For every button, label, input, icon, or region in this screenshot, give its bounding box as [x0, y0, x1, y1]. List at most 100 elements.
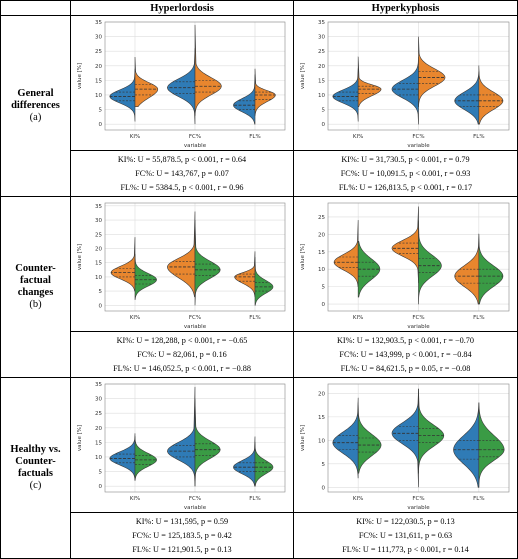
y-tick-label: 0: [99, 484, 103, 490]
stat-line: KI%: U = 31,730.5, p < 0.001, r = 0.79: [341, 154, 470, 164]
y-tick-label: 25: [95, 411, 102, 417]
violin-half-left: [391, 388, 419, 488]
violin-half-right: [194, 24, 222, 116]
violin-half-right: [134, 253, 157, 300]
y-axis-label: value [%]: [300, 425, 306, 451]
row-title-line: factual: [20, 275, 51, 286]
y-tick-label: 10: [318, 267, 325, 273]
violin-chart-b-left: 0 5 10 15 20 25 30 35 KI% FC% FL% variable value [%]: [77, 202, 286, 330]
violin-half-left: [167, 48, 196, 125]
row-title-line: differences: [11, 100, 60, 111]
violin-half-left: [109, 68, 136, 122]
x-axis-label: variable: [407, 143, 430, 149]
y-tick-label: 20: [318, 64, 325, 70]
row-title-line: General: [17, 88, 54, 99]
x-tick-label: FC%: [412, 315, 424, 321]
violin-chart-a-left: 0 5 10 15 20 25 30 35 KI% FC% FL% variable value [%]: [77, 20, 286, 149]
stat-line: FC%: U = 125,183.5, p = 0.42: [132, 530, 232, 540]
y-tick-label: 15: [95, 440, 102, 446]
violin-half-right: [194, 220, 221, 306]
violin-half-right: [418, 388, 445, 474]
y-tick-label: 10: [318, 93, 325, 99]
y-tick-label: 30: [95, 397, 102, 403]
stats-a-right: KI%: U = 31,730.5, p < 0.001, r = 0.79 F…: [293, 150, 518, 197]
y-tick-label: 35: [95, 382, 102, 388]
y-axis-label: value [%]: [77, 63, 83, 89]
y-tick-label: 25: [318, 49, 325, 55]
x-tick-label: FL%: [249, 134, 260, 140]
stat-line: KI%: U = 122,030.5, p = 0.13: [356, 516, 455, 526]
row-label-healthy-vs-counterfactuals: Healthy vs. Counter- factuals (c): [0, 377, 71, 559]
stat-line: FC%: U = 131,611, p = 0.63: [358, 530, 453, 540]
y-tick-label: 0: [322, 302, 326, 308]
y-axis-label: value [%]: [77, 244, 83, 270]
violin-half-right: [254, 442, 274, 487]
x-tick-label: FC%: [189, 496, 201, 502]
x-axis-label: variable: [184, 324, 207, 330]
y-tick-label: 25: [95, 232, 102, 238]
y-axis-label: value [%]: [300, 244, 306, 270]
y-tick-label: 35: [95, 20, 102, 26]
x-tick-label: KI%: [353, 315, 363, 321]
y-tick-label: 10: [318, 438, 325, 444]
y-tick-label: 0: [322, 485, 326, 491]
row-label-general-differences: General differences (a): [0, 15, 71, 197]
y-tick-label: 10: [95, 455, 102, 461]
y-tick-label: 15: [318, 78, 325, 84]
y-tick-label: 30: [95, 218, 102, 224]
row-label-counterfactual-changes: Counter- factual changes (b): [0, 196, 71, 378]
stats-b-right: KI%: U = 132,903.5, p < 0.001, r = −0.70…: [293, 331, 518, 378]
violin-half-left: [391, 206, 419, 284]
violin-chart-c-left: 0 5 10 15 20 25 30 35 KI% FC% FL% variable value [%]: [77, 382, 286, 511]
row-sublabel: (c): [29, 480, 42, 491]
x-tick-label: FC%: [412, 134, 424, 140]
violin-half-left: [109, 433, 136, 481]
x-tick-label: FC%: [412, 496, 424, 502]
stat-line: FL%: U = 126,813.5, p < 0.001, r = 0.17: [338, 182, 473, 192]
violin-half-left: [167, 386, 196, 487]
stat-line: FL%: U = 5384.5, p < 0.001, r = 0.96: [120, 182, 244, 192]
y-tick-label: 0: [99, 303, 103, 309]
plot-frame: [327, 202, 510, 312]
plot-frame: [104, 21, 286, 131]
stat-line: KI%: U = 132,903.5, p < 0.001, r = −0.70: [337, 335, 474, 345]
y-tick-label: 30: [95, 35, 102, 41]
row-title-line: changes: [17, 287, 54, 298]
violin-half-left: [333, 220, 359, 287]
y-tick-label: 20: [95, 64, 102, 70]
plot-frame: [104, 202, 286, 312]
stat-line: KI%: U = 55,878.5, p < 0.001, r = 0.64: [117, 154, 247, 164]
violin-half-left: [234, 251, 256, 298]
plot-frame: [104, 383, 286, 493]
violin-half-left: [233, 436, 256, 487]
y-tick-label: 20: [318, 391, 325, 397]
y-tick-label: 15: [95, 261, 102, 267]
violin-half-left: [233, 74, 256, 125]
violin-half-left: [453, 402, 480, 488]
x-tick-label: KI%: [130, 315, 140, 321]
violin-chart-c-right: 0 5 10 15 20 KI% FC% FL% variable value [%]: [300, 383, 510, 511]
x-tick-label: FL%: [473, 315, 484, 321]
column-header-hyperlordosis: Hyperlordosis: [70, 0, 294, 16]
y-tick-label: 20: [95, 426, 102, 432]
row-title-line: Counter-: [15, 263, 56, 274]
y-tick-label: 10: [95, 275, 102, 281]
y-tick-label: 0: [99, 122, 103, 128]
stat-line: FC%: U = 82,061, p = 0.16: [137, 349, 227, 359]
y-tick-label: 5: [322, 108, 326, 114]
violin-half-left: [332, 68, 359, 122]
y-tick-label: 5: [99, 289, 103, 295]
stat-line: FL%: U = 84,621.5, p = 0.05, r = −0.08: [340, 363, 471, 373]
y-tick-label: 25: [318, 215, 325, 221]
stat-line: FC%: U = 143,999, p < 0.001, r = −0.84: [339, 349, 472, 359]
violin-half-left: [167, 211, 196, 298]
violin-half-right: [254, 68, 276, 116]
y-tick-label: 20: [318, 232, 325, 238]
stats-a-left: KI%: U = 55,878.5, p < 0.001, r = 0.64 F…: [70, 150, 294, 197]
x-axis-label: variable: [184, 505, 207, 511]
y-tick-label: 10: [95, 93, 102, 99]
violin-half-left: [391, 56, 419, 125]
corner-cell: [0, 0, 71, 16]
y-tick-label: 5: [99, 470, 103, 476]
